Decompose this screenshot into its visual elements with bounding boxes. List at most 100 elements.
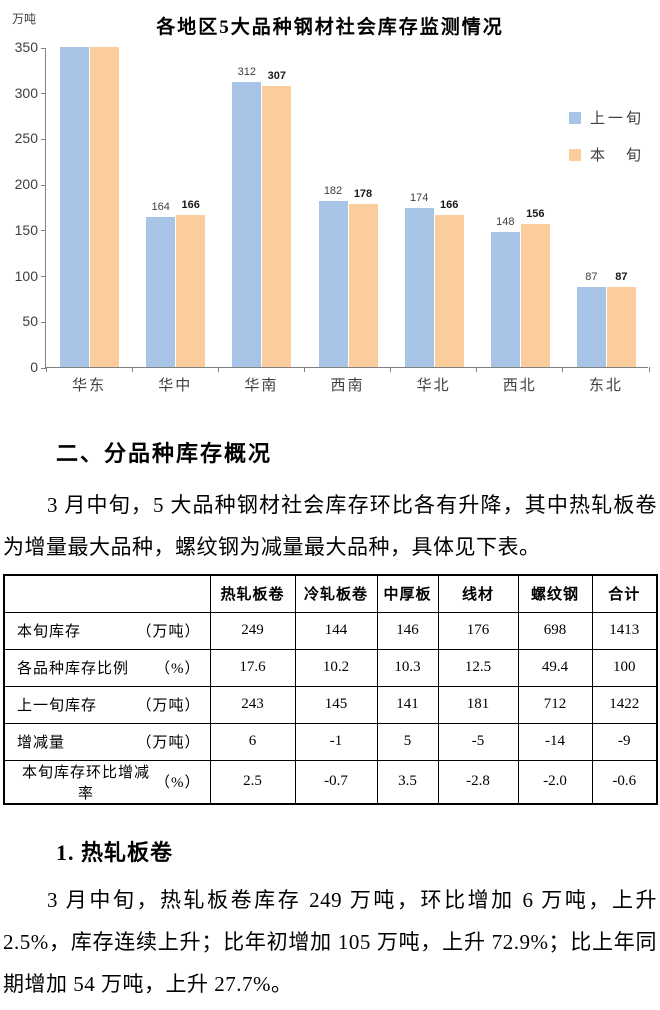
y-axis-tick: [41, 93, 46, 95]
table-cell: 698: [517, 611, 593, 650]
legend-label: 本 旬: [589, 148, 644, 164]
table-row: 增减量 （万吨） 6 -1 5 -5 -14 -9: [3, 722, 658, 761]
table-cell: 146: [376, 611, 439, 650]
bar-东北-current: [606, 287, 636, 367]
row-label-wrap: 本旬库存环比增减率 （%）: [5, 761, 210, 803]
table-cell: 100: [591, 648, 658, 687]
y-axis-tick-label: 50: [22, 313, 38, 330]
bar-华中-previous: [146, 217, 176, 367]
table-header-cell: [3, 574, 211, 613]
bar-data-label: 312: [237, 65, 257, 78]
row-unit: （%）: [155, 661, 201, 677]
y-axis-unit-label: 万吨: [12, 12, 37, 26]
x-axis-tick: [476, 367, 478, 372]
legend-item-previous: 上一旬: [568, 107, 644, 128]
table-cell: -14: [517, 722, 593, 761]
table-cell: 6: [209, 722, 296, 761]
table-row: 本旬库存环比增减率 （%） 2.5 -0.7 3.5 -2.8 -2.0 -0.6: [3, 759, 658, 804]
x-axis-tick: [648, 367, 650, 372]
x-axis-tick: [303, 367, 305, 372]
row-label-wrap: 增减量 （万吨）: [5, 731, 210, 752]
row-label: 各品种库存比例: [17, 661, 130, 677]
table-cell: -0.6: [591, 759, 658, 804]
table-header-cell: 螺纹钢: [517, 574, 593, 613]
bar-华北-current: [434, 215, 464, 367]
bar-data-label: 148: [496, 215, 515, 228]
regional-inventory-chart: 万吨 各地区5大品种钢材社会库存监测情况 0 50 100 150 200 250 300 3…: [0, 0, 660, 420]
y-axis-tick: [41, 230, 46, 232]
table-cell: 176: [437, 611, 519, 650]
y-axis-tick: [41, 321, 46, 323]
table-cell: 181: [437, 685, 519, 724]
table-header-cell: 合计: [591, 574, 658, 613]
bar-data-label: 156: [526, 208, 545, 221]
table-cell: 3.5: [376, 759, 439, 804]
table-cell: -2.8: [437, 759, 519, 804]
table-cell: -1: [294, 722, 378, 761]
x-axis-tick: [45, 367, 47, 372]
row-label-wrap: 本旬库存 （万吨）: [5, 620, 210, 641]
table-cell: 5: [376, 722, 439, 761]
category-label: 华东: [72, 378, 107, 394]
row-unit: （%）: [155, 775, 201, 791]
y-axis-tick-label: 0: [30, 359, 38, 375]
category-label: 华北: [416, 378, 451, 394]
table-header-row: 热轧板卷 冷轧板卷 中厚板 线材 螺纹钢 合计: [3, 574, 658, 613]
bar-data-label: 307: [267, 70, 287, 83]
y-axis-tick: [41, 367, 46, 369]
row-unit: （万吨）: [136, 735, 201, 751]
row-unit: （万吨）: [136, 624, 201, 640]
table-cell: 10.2: [294, 648, 378, 687]
table-cell: 144: [294, 611, 378, 650]
category-label: 西北: [502, 378, 537, 394]
bar-data-label: 87: [615, 271, 628, 284]
row-label-cell: 增减量 （万吨）: [3, 722, 211, 761]
legend-swatch: [568, 111, 581, 124]
table-header-cell: 中厚板: [376, 574, 439, 613]
x-axis-tick: [562, 367, 564, 372]
document-body: 二、分品种库存概况 3 月中旬，5 大品种钢材社会库存环比各有升降，其中热轧板卷…: [3, 420, 658, 1005]
row-label-cell: 本旬库存 （万吨）: [3, 611, 211, 650]
table-header-cell: 热轧板卷: [209, 574, 296, 613]
bar-data-label: 166: [439, 199, 459, 212]
y-axis-tick-label: 150: [14, 221, 38, 238]
table-cell: 249: [209, 611, 296, 650]
bar-华东-current: [90, 47, 120, 367]
table-row: 上一旬库存 （万吨） 243 145 141 181 712 1422: [3, 685, 658, 724]
table-cell: -2.0: [517, 759, 593, 804]
table-cell: 12.5: [437, 648, 519, 687]
table-cell: 712: [517, 685, 593, 724]
plot-area: 0 50 100 150 200 250 300 350 华东 华中 164 166 华南 312 307 西…: [15, 39, 650, 394]
bar-西南-previous: [318, 200, 348, 367]
chart-title: 各地区5大品种钢材社会库存监测情况: [156, 17, 504, 38]
bar-华南-current: [262, 86, 292, 367]
bar-data-label: 174: [409, 191, 429, 204]
category-label: 华南: [244, 378, 279, 394]
y-axis-tick: [41, 184, 46, 186]
category-label: 东北: [588, 378, 623, 394]
bar-data-label: 164: [151, 201, 170, 214]
y-axis-tick-label: 300: [14, 84, 38, 101]
table-cell: 141: [376, 685, 439, 724]
category-label: 西南: [330, 378, 365, 394]
table-cell: -0.7: [294, 759, 378, 804]
row-label-cell: 上一旬库存 （万吨）: [3, 685, 211, 724]
y-axis-tick-label: 200: [14, 176, 38, 193]
bar-西北-current: [520, 224, 550, 367]
legend-swatch: [568, 148, 581, 161]
bar-东北-previous: [576, 287, 606, 367]
table-header-cell: 线材: [437, 574, 519, 613]
table-cell: -9: [591, 722, 658, 761]
table-cell: 2.5: [209, 759, 296, 804]
y-axis-tick-label: 100: [14, 267, 38, 284]
table-header-cell: 冷轧板卷: [294, 574, 378, 613]
row-label: 本旬库存环比增减率: [21, 764, 150, 802]
row-label-cell: 本旬库存环比增减率 （%）: [3, 759, 211, 804]
bar-data-label: 87: [585, 271, 598, 284]
bar-华中-current: [176, 215, 206, 367]
table-row: 本旬库存 （万吨） 249 144 146 176 698 1413: [3, 611, 658, 650]
section-heading-hot-rolled: 1. 热轧板卷: [56, 839, 174, 865]
chart-legend: 上一旬本 旬: [568, 107, 644, 165]
table-cell: -5: [437, 722, 519, 761]
